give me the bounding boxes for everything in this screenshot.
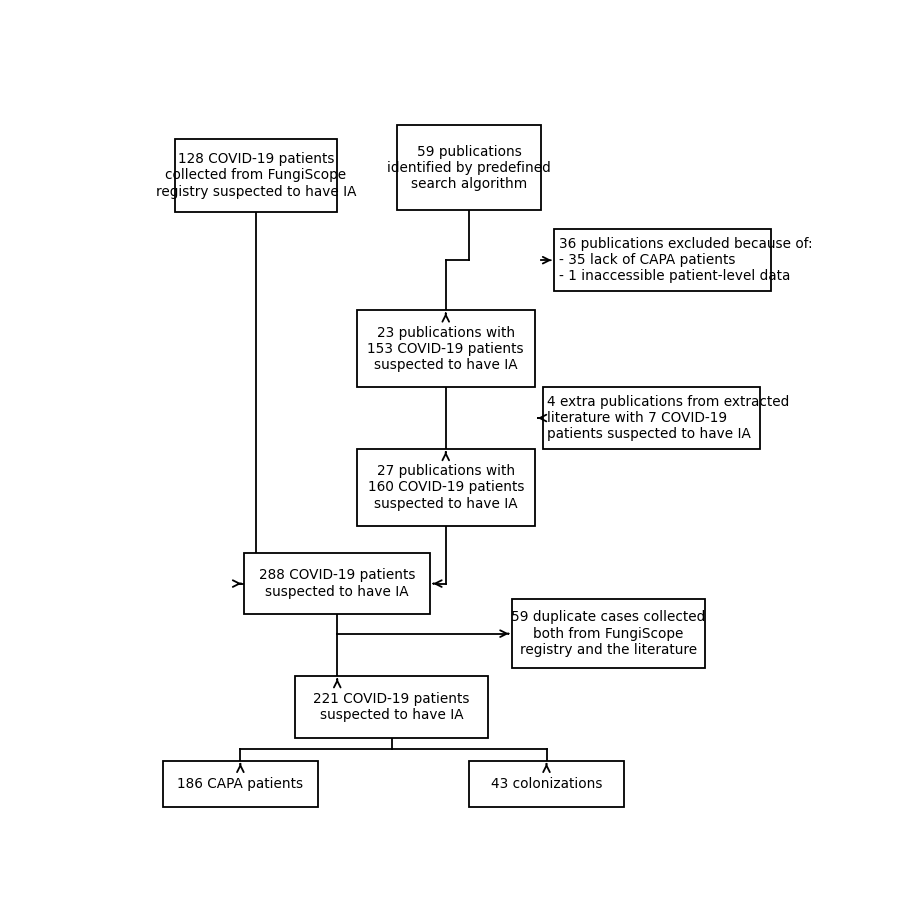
Bar xyxy=(244,553,430,614)
Text: 36 publications excluded because of:
- 35 lack of CAPA patients
- 1 inaccessible: 36 publications excluded because of: - 3… xyxy=(559,237,813,283)
Text: 23 publications with
153 COVID-19 patients
suspected to have IA: 23 publications with 153 COVID-19 patien… xyxy=(367,326,524,372)
Text: 27 publications with
160 COVID-19 patients
suspected to have IA: 27 publications with 160 COVID-19 patien… xyxy=(367,464,524,511)
Bar xyxy=(543,387,760,448)
Bar xyxy=(294,676,489,737)
Bar xyxy=(175,138,338,212)
Text: 221 COVID-19 patients
suspected to have IA: 221 COVID-19 patients suspected to have … xyxy=(313,691,470,722)
Text: 288 COVID-19 patients
suspected to have IA: 288 COVID-19 patients suspected to have … xyxy=(259,569,416,599)
Bar xyxy=(163,761,318,807)
Bar xyxy=(554,229,771,291)
Text: 43 colonizations: 43 colonizations xyxy=(491,777,602,790)
Bar xyxy=(356,310,535,387)
Bar xyxy=(356,448,535,525)
Text: 59 duplicate cases collected
both from FungiScope
registry and the literature: 59 duplicate cases collected both from F… xyxy=(511,611,706,657)
Text: 128 COVID-19 patients
collected from FungiScope
registry suspected to have IA: 128 COVID-19 patients collected from Fun… xyxy=(156,152,356,199)
Text: 4 extra publications from extracted
literature with 7 COVID-19
patients suspecte: 4 extra publications from extracted lite… xyxy=(547,395,789,441)
Bar xyxy=(469,761,624,807)
Text: 59 publications
identified by predefined
search algorithm: 59 publications identified by predefined… xyxy=(387,145,551,191)
Text: 186 CAPA patients: 186 CAPA patients xyxy=(177,777,303,790)
Bar xyxy=(511,599,706,668)
Bar xyxy=(397,126,541,210)
